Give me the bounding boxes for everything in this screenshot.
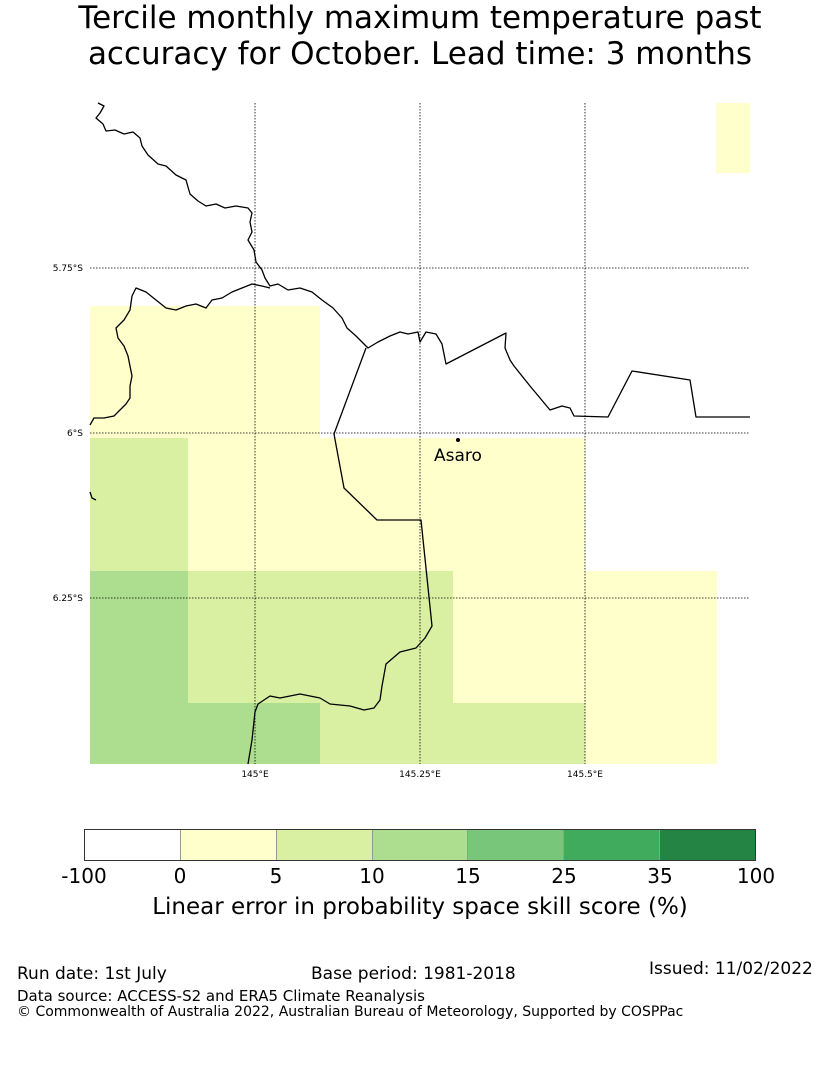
colorbar-segment (180, 830, 277, 860)
graticule (90, 103, 750, 764)
lon-label: 145.5°E (567, 770, 603, 780)
colorbar-segment (372, 830, 469, 860)
grid-cell (188, 438, 585, 571)
grid-cell (585, 571, 717, 764)
chart-title: Tercile monthly maximum temperature past… (0, 0, 840, 72)
lat-label: 5.75°S (53, 264, 84, 274)
title-line-1: Tercile monthly maximum temperature past (78, 0, 762, 36)
copyright: © Commonwealth of Australia 2022, Austra… (17, 1004, 684, 1020)
grid-cell (188, 703, 320, 764)
boundaries (89, 102, 750, 765)
title-line-2: accuracy for October. Lead time: 3 month… (87, 36, 753, 72)
lat-label: 6.25°S (53, 594, 84, 604)
northern-boundary (95, 102, 750, 418)
western-stub (89, 491, 97, 501)
colorbar-label: Linear error in probability space skill … (152, 894, 688, 920)
colorbar-tick: -100 (61, 864, 107, 888)
colorbar-segment (660, 830, 756, 860)
colorbar-segment (468, 830, 565, 860)
place-label: Asaro (434, 446, 482, 466)
colorbar-tick: 35 (647, 864, 673, 888)
colorbar-tick: 100 (736, 864, 776, 888)
run-date: Run date: 1st July (17, 964, 167, 984)
colorbar-segment (85, 830, 181, 860)
western-boundary (89, 283, 271, 426)
grid-cell (188, 571, 453, 703)
colorbar-tick: 10 (359, 864, 385, 888)
grid-cell (453, 571, 585, 703)
base-period: Base period: 1981-2018 (311, 964, 516, 984)
asaro-marker (456, 438, 460, 442)
colorbar-tick: 5 (269, 864, 283, 888)
colorbar-tick: 15 (455, 864, 481, 888)
colorbar-segment (276, 830, 373, 860)
grid-cell (90, 438, 188, 571)
grid-cell (90, 306, 320, 438)
lon-label: 145.25°E (399, 770, 441, 780)
data-source: Data source: ACCESS-S2 and ERA5 Climate … (17, 987, 425, 1005)
grid-cell (90, 571, 188, 764)
colorbar-tick: 0 (173, 864, 187, 888)
lon-label: 145°E (241, 770, 269, 780)
colorbar (84, 829, 756, 861)
issued-date: Issued: 11/02/2022 (649, 959, 813, 979)
skill-grid (90, 103, 750, 764)
axis-labels: 5.75°S 6°S 6.25°S 145°E 145.25°E 145.5°E (53, 264, 604, 780)
lat-label: 6°S (67, 429, 83, 439)
grid-cell (716, 103, 750, 173)
grid-cell (320, 703, 585, 764)
colorbar-tick: 25 (551, 864, 577, 888)
colorbar-segment (564, 830, 661, 860)
map: Asaro 5.75°S 6°S 6.25°S 145°E 145.25°E 1… (53, 102, 750, 780)
province-boundary (247, 347, 433, 765)
